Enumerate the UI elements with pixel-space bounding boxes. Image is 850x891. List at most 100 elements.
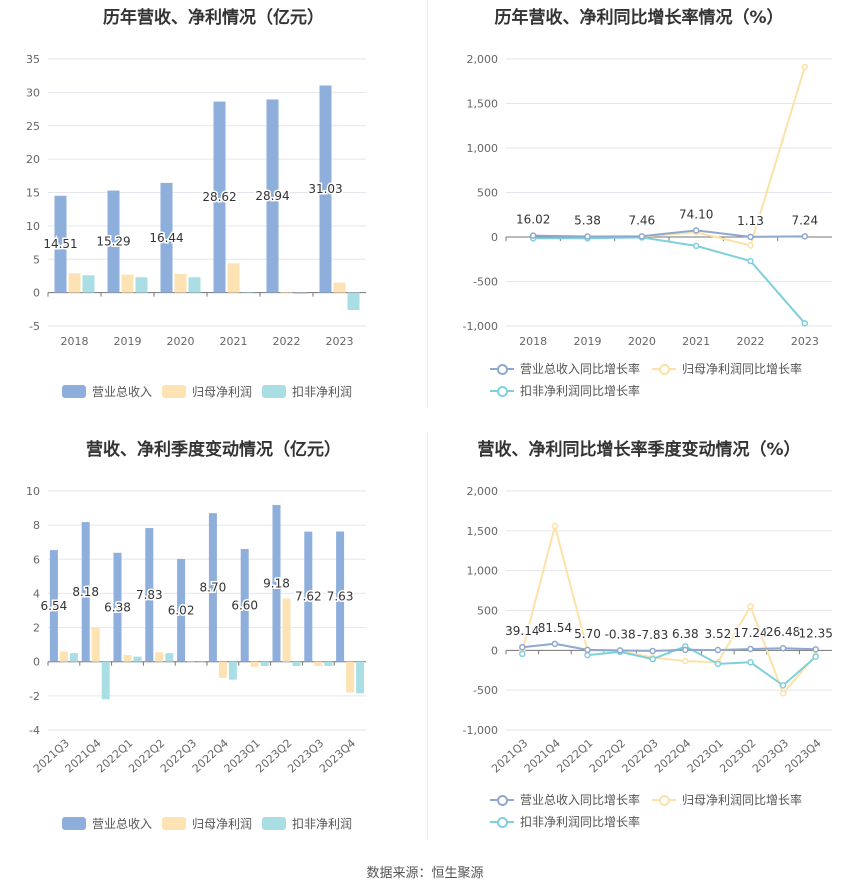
data-point (801, 233, 809, 240)
data-point (779, 682, 787, 689)
legend-item-revenue[interactable]: 营业总收入 (62, 383, 152, 400)
data-label: 5.70 (574, 627, 601, 641)
legend-swatch (62, 817, 86, 830)
data-point (779, 644, 787, 652)
data-label: 7.46 (628, 213, 655, 227)
data-label: 31.03 (308, 182, 342, 196)
bar-营业总收入 (177, 558, 186, 662)
x-tick-label: 2022 (737, 335, 765, 348)
legend-item-revenue-growth[interactable]: 营业总收入同比增长率 (490, 791, 640, 808)
series-line-扣非净利润同比增长率 (587, 645, 817, 687)
legend-swatch (162, 385, 186, 398)
legend-item-deducted-profit[interactable]: 扣非净利润 (262, 383, 352, 400)
bar-营业总收入 (319, 85, 332, 293)
data-point (779, 690, 787, 697)
data-point (692, 227, 700, 234)
bar-扣非净利润 (356, 661, 365, 694)
data-point (747, 242, 754, 249)
data-point (519, 643, 526, 651)
data-point (638, 233, 646, 240)
data-label: 3.52 (705, 627, 732, 641)
legend-swatch (490, 384, 514, 398)
legend-item-net-profit-growth[interactable]: 归母净利润同比增长率 (652, 360, 802, 377)
data-point (747, 257, 754, 265)
bar-扣非净利润 (188, 277, 201, 293)
bar-营业总收入 (49, 550, 58, 662)
data-label: 7.62 (295, 590, 322, 604)
data-point (616, 647, 624, 654)
y-tick-label: 1,500 (467, 525, 499, 538)
y-tick-label: -500 (473, 276, 498, 289)
legend-item-deducted-growth[interactable]: 扣非净利润同比增长率 (490, 813, 640, 830)
y-tick-label: 10 (26, 220, 40, 233)
data-label: 16.02 (516, 213, 550, 227)
data-point (649, 647, 656, 655)
data-point (747, 603, 754, 610)
bar-营业总收入 (266, 99, 279, 293)
data-point (551, 640, 559, 648)
bar-归母净利润 (314, 661, 323, 666)
legend-label: 营业总收入 (92, 385, 153, 399)
data-label: 8.18 (72, 585, 99, 599)
data-label: 28.94 (255, 189, 289, 203)
legend-label: 扣非净利润 (292, 817, 353, 831)
data-point (747, 233, 754, 241)
legend-label: 营业总收入同比增长率 (520, 793, 641, 807)
data-point (692, 242, 700, 250)
bar-营业总收入 (208, 513, 217, 662)
chart-title: 历年营收、净利同比增长率情况（%） (494, 8, 784, 28)
data-point (584, 646, 591, 654)
y-tick-label: 35 (26, 53, 40, 66)
legend-label: 营业总收入同比增长率 (520, 362, 641, 376)
data-label: 16.44 (149, 231, 183, 245)
legend-swatch (490, 362, 514, 376)
data-label: 7.63 (327, 590, 354, 604)
data-label: 9.18 (263, 576, 290, 590)
data-point (714, 660, 722, 668)
annual-growth-rate-chart: 历年营收、净利同比增长率情况（%） 2,000 1,500 1,000 500 0 -50… (428, 0, 850, 410)
bar-归母净利润 (59, 651, 68, 662)
y-tick-label: 10 (26, 485, 40, 498)
legend-item-revenue[interactable]: 营业总收入 (62, 815, 152, 832)
legend-item-net-profit[interactable]: 归母净利润 (162, 383, 252, 400)
data-label: 7.24 (791, 213, 818, 227)
bar-扣非净利润 (197, 661, 206, 663)
data-point (747, 659, 754, 666)
y-tick-label: 500 (477, 187, 498, 200)
x-tick-label: 2023 (791, 335, 819, 348)
bar-归母净利润 (68, 273, 81, 293)
y-tick-label: 2,000 (467, 53, 499, 66)
bar-扣非净利润 (165, 653, 174, 662)
data-point (551, 522, 559, 530)
data-label: 6.54 (41, 599, 68, 613)
series-line-归母净利润同比增长率 (521, 522, 817, 696)
series-line-营业总收入同比增长率 (522, 642, 816, 653)
chart-plot: 2,000 1,500 1,000 500 0 -500 -1,000 2018 2019 202… (463, 53, 832, 348)
legend-swatch (490, 793, 514, 807)
legend-item-revenue-growth[interactable]: 营业总收入同比增长率 (490, 360, 640, 377)
bar-扣非净利润 (69, 653, 78, 662)
legend-item-net-profit-growth[interactable]: 归母净利润同比增长率 (652, 791, 802, 808)
x-tick-label: 2019 (574, 335, 602, 348)
bar-归母净利润 (218, 661, 227, 678)
x-tick-label: 2023Q4 (317, 737, 358, 776)
y-tick-label: 4 (33, 587, 40, 600)
y-tick-label: 0 (33, 656, 40, 669)
bar-归母净利润 (174, 273, 187, 293)
bar-扣非净利润 (347, 292, 360, 310)
legend-item-deducted-profit[interactable]: 扣非净利润 (262, 815, 352, 832)
data-label: 12.35 (799, 626, 833, 640)
series-line-归母净利润同比增长率 (641, 66, 806, 247)
data-label: 26.48 (766, 625, 800, 639)
chart-plot: 2,0001,5001,0005000-500-1,0002021Q32021Q… (463, 485, 835, 775)
y-tick-label: 2 (33, 622, 40, 635)
y-tick-label: 0 (491, 231, 498, 244)
data-point (584, 233, 591, 240)
legend-item-net-profit[interactable]: 归母净利润 (162, 815, 252, 832)
bar-归母净利润 (333, 282, 346, 293)
legend-item-deducted-growth[interactable]: 扣非净利润同比增长率 (490, 382, 640, 399)
bar-归母净利润 (123, 654, 132, 662)
legend-swatch (162, 817, 186, 830)
data-label: 5.38 (574, 214, 601, 228)
legend-label: 归母净利润 (192, 385, 253, 399)
